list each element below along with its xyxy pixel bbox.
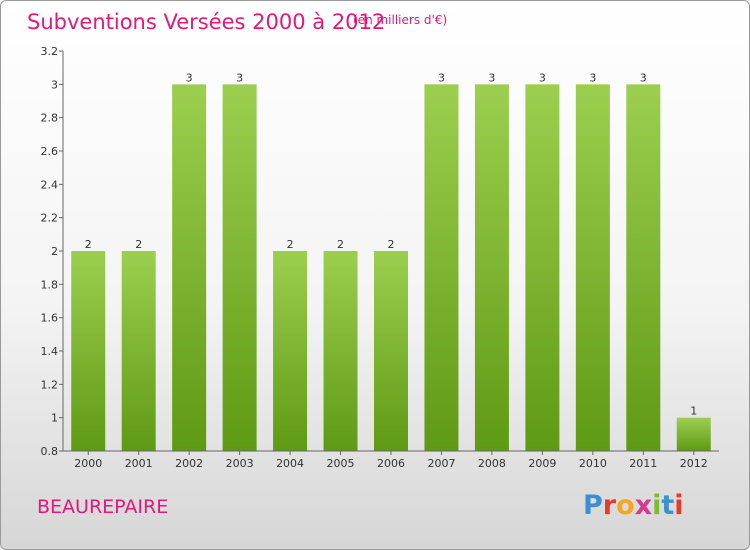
logo-letter: P: [583, 490, 603, 521]
bar-value-label: 1: [690, 405, 697, 418]
bar-value-label: 3: [589, 71, 596, 84]
y-tick-label: 1: [51, 412, 58, 425]
chart-title: Subventions Versées 2000 à 2012: [27, 10, 386, 34]
bar-value-label: 3: [640, 71, 647, 84]
x-tick-label: 2008: [478, 457, 506, 470]
logo-letter: i: [652, 490, 662, 521]
x-tick-label: 2003: [226, 457, 254, 470]
x-tick-label: 2002: [175, 457, 203, 470]
logo-letter: x: [634, 490, 653, 521]
bar: [222, 84, 257, 451]
y-tick-label: 3: [51, 78, 58, 91]
y-tick-label: 1.6: [41, 312, 59, 325]
y-tick-label: 2: [51, 245, 58, 258]
bar-value-label: 2: [337, 238, 344, 251]
logo-letter: t: [661, 490, 675, 521]
x-tick-label: 2004: [276, 457, 304, 470]
x-tick-label: 2001: [125, 457, 153, 470]
bar: [575, 84, 610, 451]
bar-value-label: 2: [287, 238, 294, 251]
y-tick-label: 1.2: [41, 378, 59, 391]
bar: [121, 251, 156, 451]
proxiti-logo[interactable]: Proxiti: [583, 490, 684, 521]
bar: [676, 417, 711, 451]
x-tick-label: 2010: [579, 457, 607, 470]
y-tick-label: 3.2: [41, 45, 59, 58]
y-tick-label: 2.8: [41, 112, 59, 125]
x-tick-label: 2005: [327, 457, 355, 470]
logo-letter: r: [602, 490, 617, 521]
bar: [525, 84, 560, 451]
bar-value-label: 2: [388, 238, 395, 251]
bar: [71, 251, 106, 451]
chart-subtitle: (en milliers d'€): [353, 13, 448, 27]
logo-letter: o: [616, 490, 635, 521]
bar-value-label: 3: [539, 71, 546, 84]
bar: [374, 251, 408, 451]
y-tick-label: 2.6: [41, 145, 59, 158]
y-tick-label: 2.4: [41, 178, 59, 191]
bar-value-label: 3: [236, 71, 243, 84]
x-tick-label: 2012: [680, 457, 708, 470]
y-tick-label: 1.8: [41, 278, 59, 291]
bar-value-label: 3: [488, 71, 495, 84]
commune-name: BEAUREPAIRE: [37, 496, 169, 518]
y-tick-label: 1.4: [41, 345, 59, 358]
bar-value-label: 2: [135, 238, 142, 251]
bar: [474, 84, 509, 451]
bar: [172, 84, 207, 451]
logo-letter: i: [674, 490, 684, 521]
bar: [273, 251, 308, 451]
x-tick-label: 2011: [629, 457, 657, 470]
bar: [424, 84, 459, 451]
y-tick-label: 0.8: [41, 445, 59, 458]
y-tick-label: 2.2: [41, 212, 59, 225]
bar-value-label: 3: [186, 71, 193, 84]
bar-value-label: 2: [85, 238, 92, 251]
x-tick-label: 2009: [528, 457, 556, 470]
bar: [323, 251, 358, 451]
x-tick-label: 2000: [74, 457, 102, 470]
x-tick-label: 2006: [377, 457, 405, 470]
bar: [626, 84, 661, 451]
x-tick-label: 2007: [427, 457, 455, 470]
bar-value-label: 3: [438, 71, 445, 84]
